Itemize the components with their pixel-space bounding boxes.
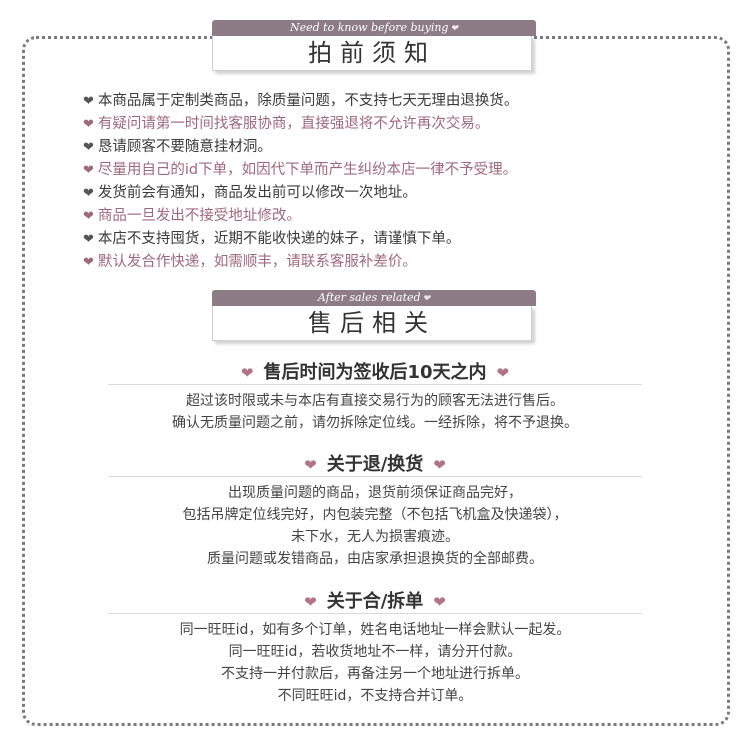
heart-icon: ❤ <box>83 140 94 155</box>
rules-list: ❤ 本商品属于定制类商品，除质量问题，不支持七天无理由退换货。 ❤ 有疑问请第一时间… <box>83 90 683 274</box>
tag-subtitle: After sales related <box>317 291 421 304</box>
rule-text: 默认发合作快递，如需顺丰，请联系客服补差价。 <box>97 254 417 270</box>
rule-text: 本店不支持囤货，近期不能收快递的妹子，请谨慎下单。 <box>97 231 461 247</box>
divider <box>108 613 642 614</box>
rule-text: 发货前会有通知，商品发出前可以修改一次地址。 <box>97 185 417 201</box>
rule-item: ❤ 尽量用自己的id下单，如因代下单而产生纠纷本店一律不予受理。 <box>83 159 683 182</box>
divider <box>108 476 642 477</box>
block-line: 包括吊牌定位线完好，内包装完整（不包括飞机盒及快递袋）， <box>182 507 568 523</box>
tag-title: 拍前须知 <box>212 36 532 71</box>
block-line: 同一旺旺id，若收货地址不一样，请分开付款。 <box>228 644 522 660</box>
block-heading-text: 售后时间为签收后10天之内 <box>263 362 487 383</box>
heart-icon: ❤ <box>83 94 94 109</box>
section-tag-after-sales: After sales related ❤ 售后相关 <box>212 290 536 342</box>
rule-item: ❤ 有疑问请第一时间找客服协商，直接强退将不允许再次交易。 <box>83 113 683 136</box>
block-heading-text: 关于退/换货 <box>326 454 424 475</box>
block-line: 质量问题或发错商品，由店家承担退换货的全部邮费。 <box>207 551 543 567</box>
block-line: 同一旺旺id，如有多个订单，姓名电话地址一样会默认一起发。 <box>179 622 571 638</box>
heart-icon: ❤ <box>83 163 94 178</box>
block-line: 不支持一并付款后，再备注另一个地址进行拆单。 <box>221 666 529 682</box>
divider <box>108 384 642 385</box>
rule-item: ❤ 默认发合作快递，如需顺丰，请联系客服补差价。 <box>83 251 683 274</box>
block-line: 超过该时限或未与本店有直接交易行为的顾客无法进行售后。 <box>186 393 564 409</box>
section-tag-before-buying: Need to know before buying ❤ 拍前须知 <box>212 20 536 72</box>
block-line: 出现质量问题的商品，退货前须保证商品完好， <box>228 485 522 501</box>
tag-title: 售后相关 <box>212 306 532 341</box>
heart-icon: ❤ <box>304 456 317 474</box>
block-line: 未下水，无人为损害痕迹。 <box>291 529 459 545</box>
rule-text: 有疑问请第一时间找客服协商，直接强退将不允许再次交易。 <box>97 116 490 132</box>
block-lines: 同一旺旺id，如有多个订单，姓名电话地址一样会默认一起发。 同一旺旺id，若收货… <box>0 619 750 707</box>
block-heading: ❤ 关于退/换货 ❤ <box>0 450 750 476</box>
tag-subtitle-strip: After sales related ❤ <box>212 290 536 306</box>
heart-icon: ❤ <box>422 294 431 304</box>
rule-item: ❤ 本商品属于定制类商品，除质量问题，不支持七天无理由退换货。 <box>83 90 683 113</box>
rule-text: 恳请顾客不要随意挂材洞。 <box>97 139 272 155</box>
block-lines: 超过该时限或未与本店有直接交易行为的顾客无法进行售后。 确认无质量问题之前，请勿… <box>0 390 750 434</box>
heart-icon: ❤ <box>83 186 94 201</box>
block-lines: 出现质量问题的商品，退货前须保证商品完好， 包括吊牌定位线完好，内包装完整（不包… <box>0 482 750 570</box>
rule-text: 本商品属于定制类商品，除质量问题，不支持七天无理由退换货。 <box>97 93 519 109</box>
heart-icon: ❤ <box>433 456 446 474</box>
heart-icon: ❤ <box>83 209 94 224</box>
block-heading-text: 关于合/拆单 <box>326 591 424 612</box>
heart-icon: ❤ <box>83 117 94 132</box>
rule-item: ❤ 商品一旦发出不接受地址修改。 <box>83 205 683 228</box>
heart-icon: ❤ <box>83 232 94 247</box>
block-line: 确认无质量问题之前，请勿拆除定位线。一经拆除，将不予退换。 <box>172 415 578 431</box>
rule-item: ❤ 恳请顾客不要随意挂材洞。 <box>83 136 683 159</box>
heart-icon: ❤ <box>304 593 317 611</box>
block-heading: ❤ 关于合/拆单 ❤ <box>0 587 750 613</box>
tag-subtitle: Need to know before buying <box>289 21 449 34</box>
rule-text: 商品一旦发出不接受地址修改。 <box>97 208 301 224</box>
heart-icon: ❤ <box>83 255 94 270</box>
block-heading: ❤ 售后时间为签收后10天之内 ❤ <box>0 358 750 384</box>
heart-icon: ❤ <box>450 24 459 34</box>
rule-item: ❤ 发货前会有通知，商品发出前可以修改一次地址。 <box>83 182 683 205</box>
tag-subtitle-strip: Need to know before buying ❤ <box>212 20 536 36</box>
rule-item: ❤ 本店不支持囤货，近期不能收快递的妹子，请谨慎下单。 <box>83 228 683 251</box>
rule-text: 尽量用自己的id下单，如因代下单而产生纠纷本店一律不予受理。 <box>97 162 518 178</box>
heart-icon: ❤ <box>240 364 254 382</box>
block-line: 不同旺旺id，不支持合并订单。 <box>277 688 473 704</box>
heart-icon: ❤ <box>433 593 446 611</box>
heart-icon: ❤ <box>496 364 510 382</box>
